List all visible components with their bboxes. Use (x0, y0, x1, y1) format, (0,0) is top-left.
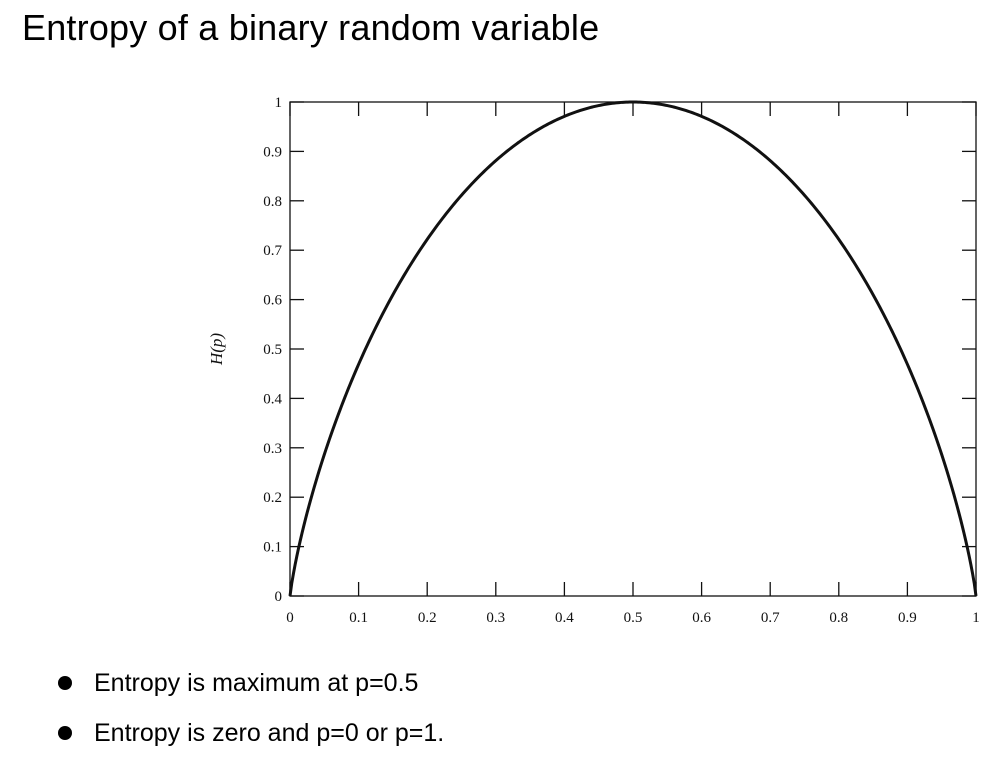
bullet-text-1: Entropy is maximum at p=0.5 (94, 669, 419, 697)
x-tick-label: 0 (286, 610, 294, 626)
y-tick-label: 0.9 (263, 144, 282, 160)
x-tick-label: 0.6 (692, 610, 711, 626)
y-tick-labels: 0 0.1 0.2 0.3 0.4 0.5 0.6 0.7 0.8 0.9 1 (263, 95, 282, 605)
y-tick-label: 0.2 (263, 490, 282, 506)
y-tick-label: 0.7 (263, 243, 282, 259)
x-tick-label: 1 (972, 610, 980, 626)
y-tick-label: 0.6 (263, 293, 282, 309)
y-tick-label: 0 (275, 589, 283, 605)
y-tick-label: 0.4 (263, 391, 282, 407)
bullet-dot-icon (58, 676, 72, 690)
y-tick-label: 1 (275, 95, 283, 111)
x-tick-label: 0.9 (898, 610, 917, 626)
y-axis-label: H(p) (207, 333, 226, 366)
y-tick-label: 0.5 (263, 342, 282, 358)
x-tick-labels: 0 0.1 0.2 0.3 0.4 0.5 0.6 0.7 0.8 0.9 1 (286, 610, 980, 626)
entropy-curve (288, 100, 978, 597)
x-tick-label: 0.2 (418, 610, 437, 626)
y-ticks (290, 101, 976, 597)
bullet-list: Entropy is maximum at p=0.5 Entropy is z… (58, 668, 444, 768)
x-ticks (289, 102, 977, 596)
x-tick-label: 0.4 (555, 610, 574, 626)
x-tick-label: 0.7 (761, 610, 780, 626)
x-tick-label: 0.1 (349, 610, 368, 626)
slide-title: Entropy of a binary random variable (22, 7, 600, 48)
x-tick-label: 0.3 (486, 610, 505, 626)
y-tick-label: 0.8 (263, 194, 282, 210)
bullet-dot-icon (58, 726, 72, 740)
y-tick-label: 0.3 (263, 441, 282, 457)
bullet-text-2: Entropy is zero and p=0 or p=1. (94, 719, 445, 747)
plot-frame (289, 101, 977, 597)
y-tick-label: 0.1 (263, 540, 282, 556)
x-tick-label: 0.8 (829, 610, 848, 626)
bullet-item-2: Entropy is zero and p=0 or p=1. (58, 718, 444, 748)
x-tick-label: 0.5 (624, 610, 643, 626)
bullet-item-1: Entropy is maximum at p=0.5 (58, 668, 444, 698)
